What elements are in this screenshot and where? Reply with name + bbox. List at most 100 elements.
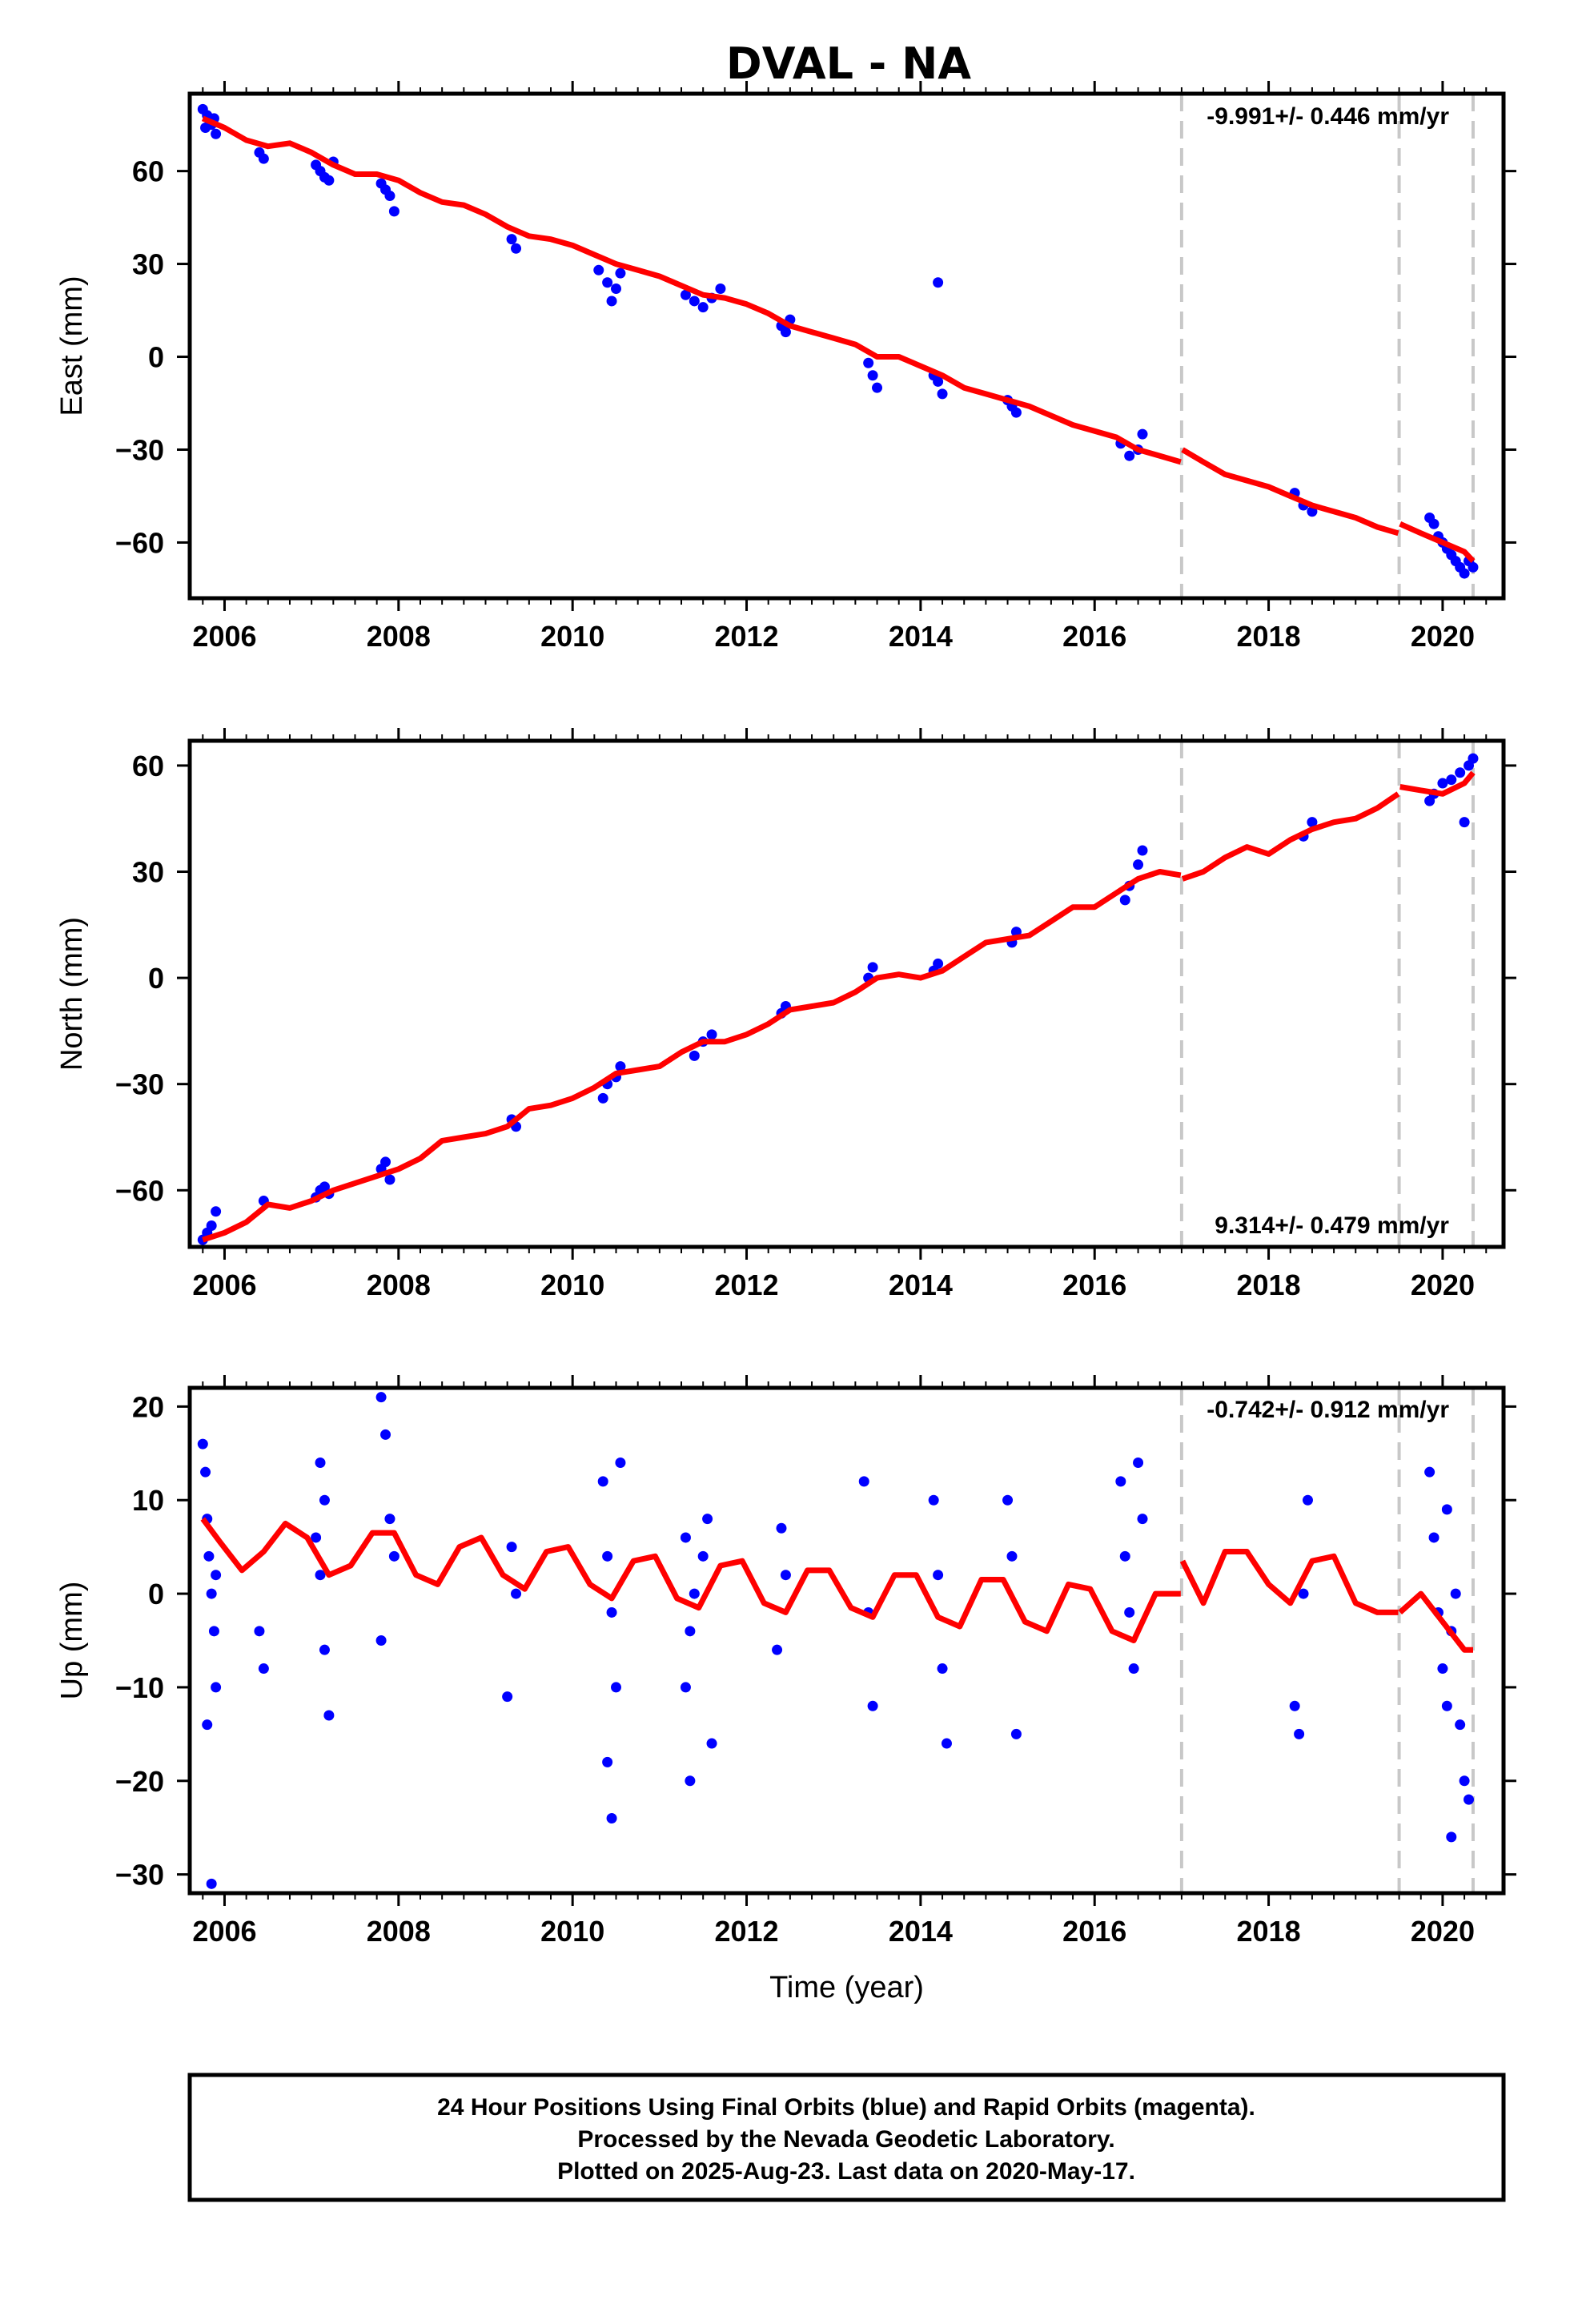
data-point xyxy=(202,1719,213,1731)
data-point xyxy=(311,1532,322,1543)
data-point xyxy=(1124,1606,1135,1618)
y-tick-label: 30 xyxy=(132,856,164,889)
data-point xyxy=(1137,1514,1148,1525)
data-point xyxy=(1446,774,1457,786)
x-tick-label: 2020 xyxy=(1411,1269,1475,1301)
data-point xyxy=(206,1878,217,1889)
data-point xyxy=(1468,753,1479,764)
x-tick-label: 2016 xyxy=(1062,1915,1126,1948)
data-point xyxy=(1437,778,1448,789)
y-tick-label: 20 xyxy=(132,1390,164,1423)
data-point xyxy=(611,283,622,294)
x-tick-label: 2012 xyxy=(714,1269,778,1301)
data-point xyxy=(388,1550,400,1562)
data-point xyxy=(680,289,691,300)
plot-area xyxy=(197,1392,1475,1889)
footer-box: 24 Hour Positions Using Final Orbits (bl… xyxy=(187,2073,1506,2202)
data-point xyxy=(258,1663,269,1675)
data-point xyxy=(1450,1588,1461,1599)
data-point xyxy=(1137,845,1148,856)
model-line xyxy=(202,770,1476,1243)
x-tick-label: 2010 xyxy=(540,1269,604,1301)
data-point xyxy=(388,206,400,217)
data-point xyxy=(200,123,211,134)
rate-label: -0.742+/- 0.912 mm/yr xyxy=(1207,1397,1449,1423)
data-point xyxy=(1437,1663,1448,1675)
data-point xyxy=(1137,428,1148,440)
x-tick-label: 2016 xyxy=(1062,1269,1126,1301)
data-point xyxy=(606,296,617,307)
data-point xyxy=(1128,1663,1139,1675)
data-point xyxy=(780,1570,791,1581)
y-tick-label: −10 xyxy=(115,1671,164,1704)
x-tick-label: 2010 xyxy=(540,1915,604,1948)
data-point xyxy=(1133,859,1144,870)
data-point xyxy=(211,128,222,139)
plot-frame xyxy=(187,1385,1506,1896)
rate-label: -9.991+/- 0.446 mm/yr xyxy=(1207,103,1449,130)
data-point xyxy=(689,1050,700,1061)
north-panel: 2006 2008 2010 2012 2014 2016 2018 2020 −60 −30 0 3… xyxy=(55,728,1516,1301)
data-point xyxy=(1464,1794,1475,1805)
data-point xyxy=(867,370,878,381)
data-point xyxy=(206,1220,217,1231)
x-tick-label: 2012 xyxy=(714,1915,778,1948)
data-point xyxy=(689,296,700,307)
y-tick-label: 0 xyxy=(148,1578,164,1610)
data-point xyxy=(211,1570,222,1581)
plot-frame xyxy=(187,91,1506,601)
data-point xyxy=(1446,1831,1457,1843)
data-point xyxy=(1124,450,1135,461)
data-point xyxy=(1302,1494,1313,1506)
data-point xyxy=(506,1542,517,1553)
chart-title: DVAL - NA xyxy=(726,38,971,89)
data-point xyxy=(615,267,626,279)
model-line xyxy=(200,1517,1473,1653)
x-tick-label: 2008 xyxy=(367,1915,431,1948)
x-tick-label: 2020 xyxy=(1411,620,1475,653)
data-point xyxy=(1459,1775,1470,1787)
data-point xyxy=(611,1682,622,1693)
data-point xyxy=(208,1626,219,1637)
data-point xyxy=(1115,1476,1126,1487)
data-point xyxy=(702,1514,713,1525)
data-point xyxy=(1294,1728,1305,1739)
data-point xyxy=(697,1550,709,1562)
data-point xyxy=(323,1710,335,1721)
data-point xyxy=(772,1644,783,1655)
y-tick-label: −60 xyxy=(115,1174,164,1207)
x-tick-label: 2006 xyxy=(192,1915,256,1948)
footer-line-2: Processed by the Nevada Geodetic Laborat… xyxy=(577,2126,1114,2153)
data-point xyxy=(597,1476,608,1487)
y-axis-label: East (mm) xyxy=(55,275,89,416)
data-point xyxy=(211,1682,222,1693)
data-point xyxy=(1455,1719,1466,1731)
data-point xyxy=(685,1775,696,1787)
x-tick-label: 2008 xyxy=(367,1269,431,1301)
y-axis-label: Up (mm) xyxy=(55,1582,89,1700)
y-axis-label: North (mm) xyxy=(55,917,89,1071)
y-tick-label: 0 xyxy=(148,962,164,995)
data-point xyxy=(867,1700,878,1711)
x-tick-label: 2014 xyxy=(889,1915,953,1948)
data-point xyxy=(511,1588,522,1599)
data-point xyxy=(511,243,522,254)
data-point xyxy=(323,175,335,186)
y-tick-label: 0 xyxy=(148,341,164,374)
rate-label: 9.314+/- 0.479 mm/yr xyxy=(1215,1212,1449,1239)
y-tick-label: 30 xyxy=(132,248,164,281)
y-tick-label: 10 xyxy=(132,1484,164,1517)
data-point xyxy=(211,1206,222,1217)
data-point xyxy=(1307,817,1318,828)
x-axis-label: Time (year) xyxy=(769,1971,924,2004)
data-point xyxy=(685,1626,696,1637)
data-point xyxy=(1002,1494,1014,1506)
data-point xyxy=(375,1392,387,1403)
y-tick-label: −30 xyxy=(115,433,164,466)
x-tick-label: 2012 xyxy=(714,620,778,653)
data-point xyxy=(384,1514,396,1525)
data-point xyxy=(1459,568,1470,579)
data-point xyxy=(780,327,791,338)
data-point xyxy=(715,283,726,294)
x-tick-label: 2018 xyxy=(1237,1269,1301,1301)
